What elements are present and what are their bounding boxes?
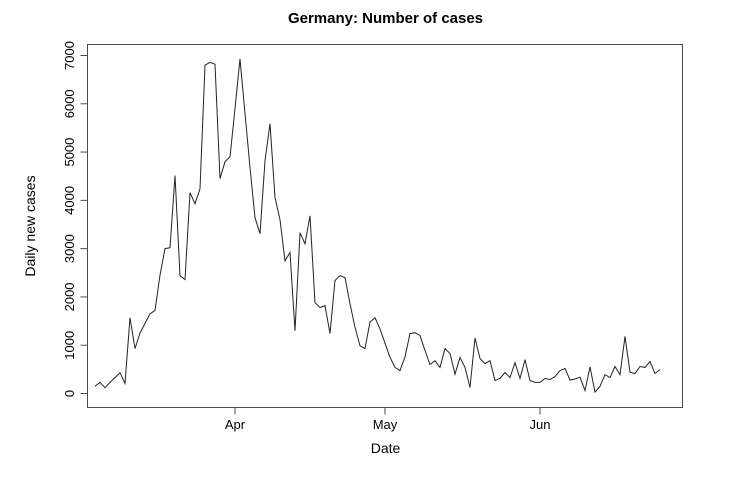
y-tick-label: 5000 — [62, 138, 77, 167]
x-tick-label: Jun — [530, 417, 551, 432]
y-tick-label: 6000 — [62, 89, 77, 118]
x-tick-label: May — [373, 417, 398, 432]
y-tick-label: 7000 — [62, 41, 77, 70]
y-tick-label: 3000 — [62, 234, 77, 263]
chart-title: Germany: Number of cases — [287, 10, 484, 27]
x-axis-label: Date — [370, 440, 401, 456]
data-line — [94, 58, 661, 394]
y-tick-label: 0 — [62, 390, 77, 397]
y-tick-label: 2000 — [62, 282, 77, 311]
y-tick-label: 1000 — [62, 331, 77, 360]
x-tick-label: Apr — [225, 417, 246, 432]
y-tick-label: 4000 — [62, 186, 77, 215]
y-axis-label: Daily new cases — [22, 175, 38, 277]
plot-frame — [87, 44, 683, 408]
